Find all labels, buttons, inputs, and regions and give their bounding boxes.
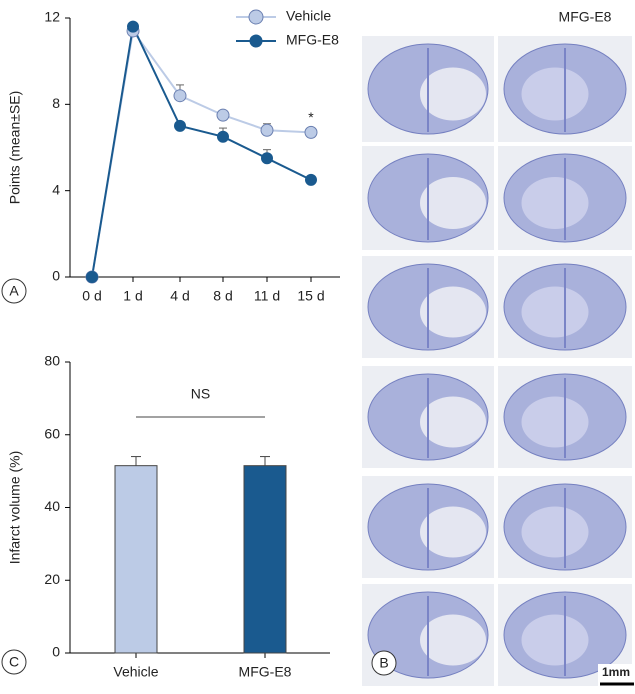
lesion bbox=[521, 67, 589, 121]
legend-label: Vehicle bbox=[286, 8, 331, 24]
lesion bbox=[420, 286, 486, 338]
x-tick-label: 1 d bbox=[123, 288, 142, 304]
series-line bbox=[91, 28, 312, 278]
y-tick-label: 40 bbox=[44, 498, 60, 514]
x-tick-label: 4 d bbox=[170, 288, 189, 304]
bar bbox=[114, 465, 158, 654]
lesion bbox=[521, 177, 589, 229]
lesion bbox=[420, 67, 486, 121]
column-title: MFG-E8 bbox=[559, 9, 612, 25]
panel-label-circle bbox=[1, 649, 27, 675]
scale-bar-label: 1mm bbox=[602, 665, 630, 679]
annotation: * bbox=[308, 109, 314, 125]
lesion bbox=[521, 396, 589, 448]
panel-label: A bbox=[9, 283, 19, 299]
y-tick-label: 12 bbox=[44, 9, 60, 25]
legend-marker bbox=[248, 9, 264, 25]
x-tick-label: 8 d bbox=[213, 288, 232, 304]
y-tick-label: 8 bbox=[52, 95, 60, 111]
y-axis-label: Points (mean±SE) bbox=[7, 91, 23, 205]
data-point bbox=[217, 130, 229, 143]
lesion bbox=[420, 177, 486, 229]
legend-marker bbox=[249, 34, 263, 48]
data-point bbox=[260, 123, 274, 137]
data-point bbox=[216, 108, 230, 122]
x-tick-label: 11 d bbox=[254, 288, 280, 304]
data-point bbox=[304, 125, 318, 139]
x-tick-label: 15 d bbox=[297, 288, 324, 304]
data-point bbox=[261, 152, 273, 165]
data-point bbox=[173, 89, 187, 103]
y-tick-label: 0 bbox=[52, 268, 60, 284]
y-tick-label: 80 bbox=[44, 353, 60, 369]
legend-label: MFG-E8 bbox=[286, 32, 339, 48]
scale-bar-bg bbox=[598, 664, 634, 686]
panel-label: B bbox=[379, 655, 388, 671]
lesion bbox=[420, 506, 486, 558]
data-point bbox=[174, 119, 186, 132]
x-tick-label: 0 d bbox=[82, 288, 101, 304]
data-point bbox=[305, 173, 317, 186]
y-tick-label: 60 bbox=[44, 425, 60, 441]
panel-label-circle bbox=[371, 650, 397, 676]
y-tick-label: 0 bbox=[52, 644, 60, 660]
x-tick-label: MFG-E8 bbox=[239, 664, 292, 680]
annotation: NS bbox=[191, 386, 210, 402]
lesion bbox=[420, 396, 486, 448]
y-axis-label: Infarct volume (%) bbox=[7, 451, 23, 565]
series-line bbox=[91, 23, 312, 278]
lesion bbox=[521, 614, 589, 666]
bar bbox=[243, 465, 287, 654]
lesion bbox=[521, 286, 589, 338]
y-tick-label: 20 bbox=[44, 571, 60, 587]
data-point bbox=[127, 20, 139, 33]
lesion bbox=[521, 506, 589, 558]
x-tick-label: Vehicle bbox=[113, 664, 158, 680]
panel-label-circle bbox=[1, 278, 27, 304]
panel-label: C bbox=[9, 654, 19, 670]
data-point bbox=[86, 271, 98, 283]
lesion bbox=[420, 614, 486, 666]
y-tick-label: 4 bbox=[52, 181, 60, 197]
